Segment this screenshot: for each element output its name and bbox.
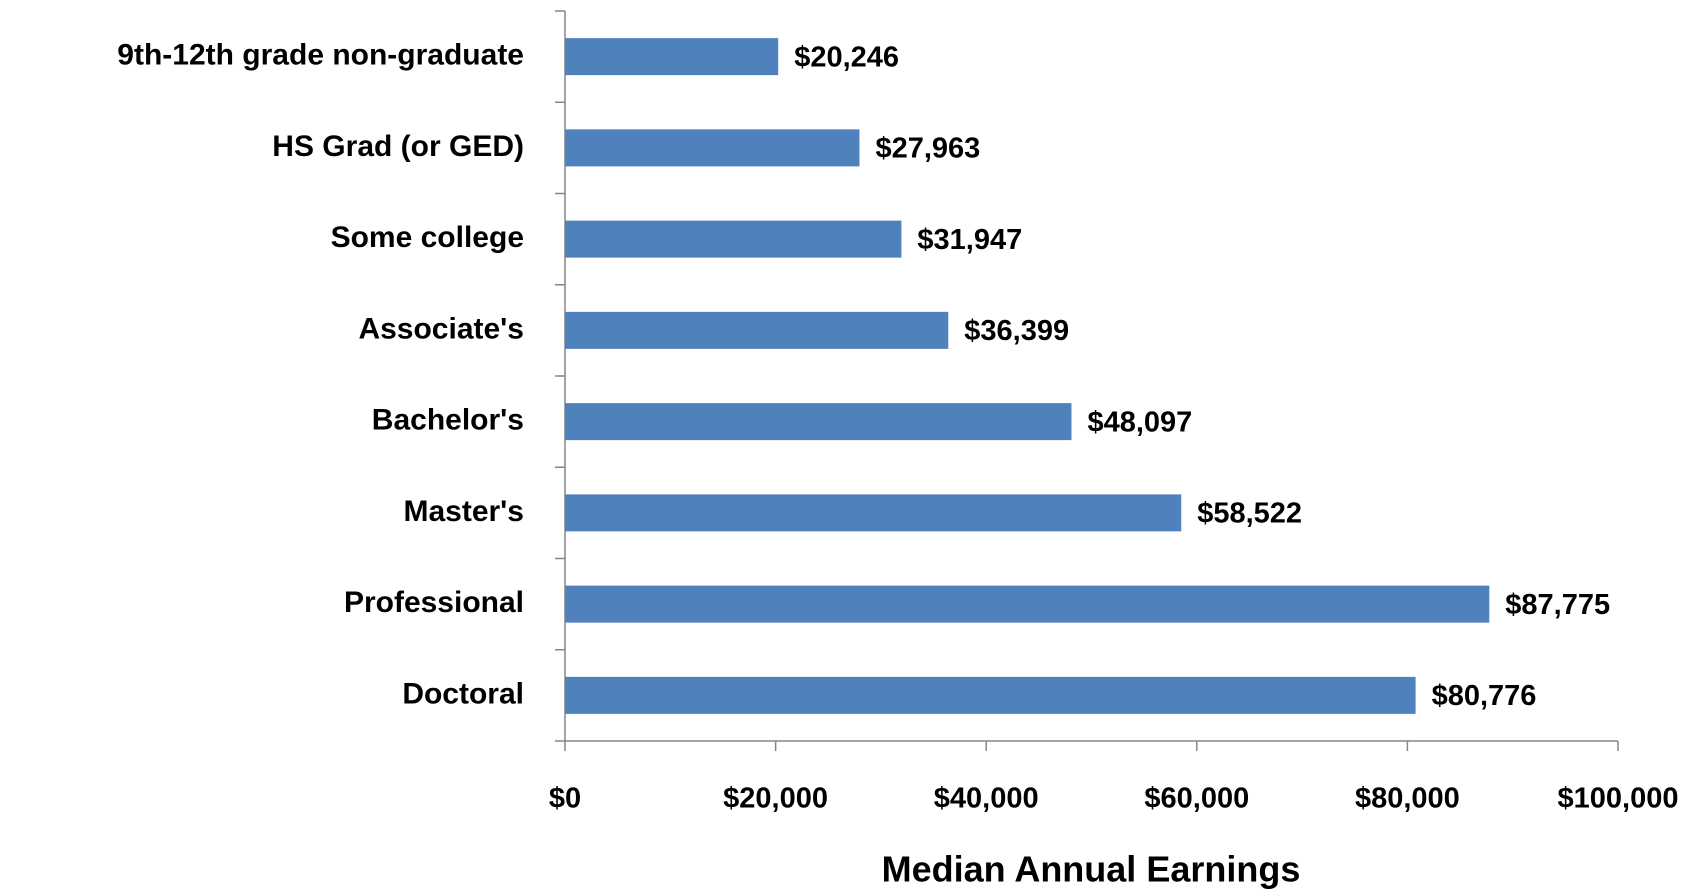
x-axis-title: Median Annual Earnings bbox=[882, 849, 1301, 890]
bar bbox=[565, 585, 1490, 623]
value-label: $48,097 bbox=[1087, 406, 1192, 438]
x-tick-label: $40,000 bbox=[934, 783, 1039, 815]
y-tick-label: Some college bbox=[331, 221, 524, 254]
bar bbox=[565, 403, 1072, 441]
y-tick-label: HS Grad (or GED) bbox=[272, 130, 524, 163]
bar bbox=[565, 220, 902, 258]
x-tick-label: $20,000 bbox=[723, 783, 828, 815]
y-tick-label: Bachelor's bbox=[372, 404, 524, 437]
y-tick-label: 9th-12th grade non-graduate bbox=[117, 39, 524, 72]
bar bbox=[565, 676, 1416, 714]
x-tick-label: $0 bbox=[549, 783, 581, 815]
value-label: $27,963 bbox=[875, 133, 980, 165]
y-tick-label: Associate's bbox=[358, 312, 524, 345]
y-tick-label: Doctoral bbox=[402, 677, 524, 710]
bar bbox=[565, 38, 779, 76]
value-label: $58,522 bbox=[1197, 498, 1302, 530]
y-tick-label: Master's bbox=[403, 495, 524, 528]
bar bbox=[565, 311, 949, 349]
y-tick-label: Professional bbox=[344, 586, 524, 619]
bar bbox=[565, 129, 860, 167]
bar bbox=[565, 494, 1182, 532]
value-label: $87,775 bbox=[1505, 589, 1610, 621]
value-label: $20,246 bbox=[794, 41, 899, 73]
value-label: $80,776 bbox=[1432, 680, 1537, 712]
x-tick-label: $80,000 bbox=[1355, 783, 1460, 815]
value-label: $31,947 bbox=[917, 224, 1022, 256]
x-tick-label: $60,000 bbox=[1144, 783, 1249, 815]
value-label: $36,399 bbox=[964, 315, 1069, 347]
x-tick-label: $100,000 bbox=[1558, 783, 1679, 815]
